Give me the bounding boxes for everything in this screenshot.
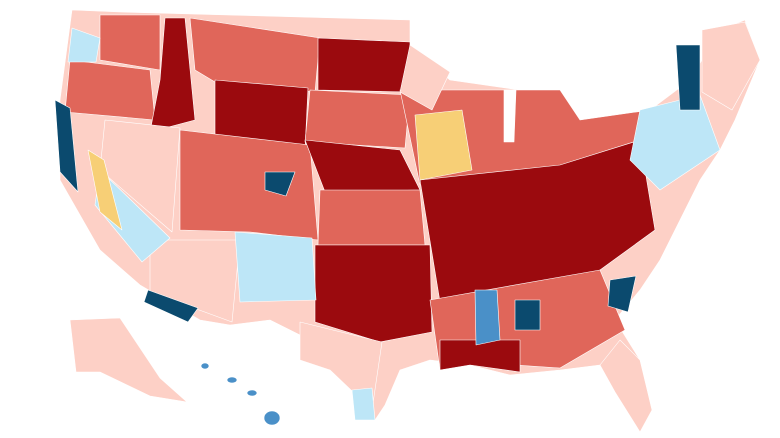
south-dakota-region: [304, 89, 411, 149]
texas-coast-region: [351, 387, 376, 421]
new-mexico-region: [234, 231, 317, 303]
alaska: [69, 317, 188, 403]
california-yellow: [87, 149, 123, 231]
oklahoma-texas-region: [314, 244, 433, 343]
new-hampshire-region: [675, 44, 701, 111]
arizona-region: [149, 239, 241, 323]
hawaii-island-3: [246, 389, 258, 397]
oregon-region: [64, 59, 156, 121]
florida-region: [599, 339, 653, 433]
california-coast: [54, 99, 79, 193]
maine-region: [701, 21, 761, 111]
nevada-region: [99, 119, 181, 233]
washington-east: [99, 14, 161, 71]
hawaii-island-1: [200, 362, 210, 370]
hawaii-island-2: [226, 376, 238, 384]
wisconsin-region: [414, 109, 473, 181]
north-dakota-region: [317, 37, 411, 93]
minnesota-region: [399, 44, 451, 111]
idaho-region: [149, 17, 196, 133]
phoenix-region: [143, 289, 199, 323]
hawaii-island-4: [263, 410, 281, 426]
utah-colorado-region: [179, 129, 319, 241]
washington-coast-region: [67, 27, 101, 63]
mississippi-blue: [474, 289, 501, 346]
denver-region: [264, 171, 296, 197]
lake-michigan: [503, 89, 517, 143]
kansas-region: [317, 189, 426, 246]
louisiana-blue: [514, 299, 541, 331]
south-carolina-blue: [607, 275, 637, 313]
district-regions: [54, 9, 761, 433]
south-texas-region: [299, 321, 383, 411]
gulf-coast-region: [439, 339, 521, 373]
